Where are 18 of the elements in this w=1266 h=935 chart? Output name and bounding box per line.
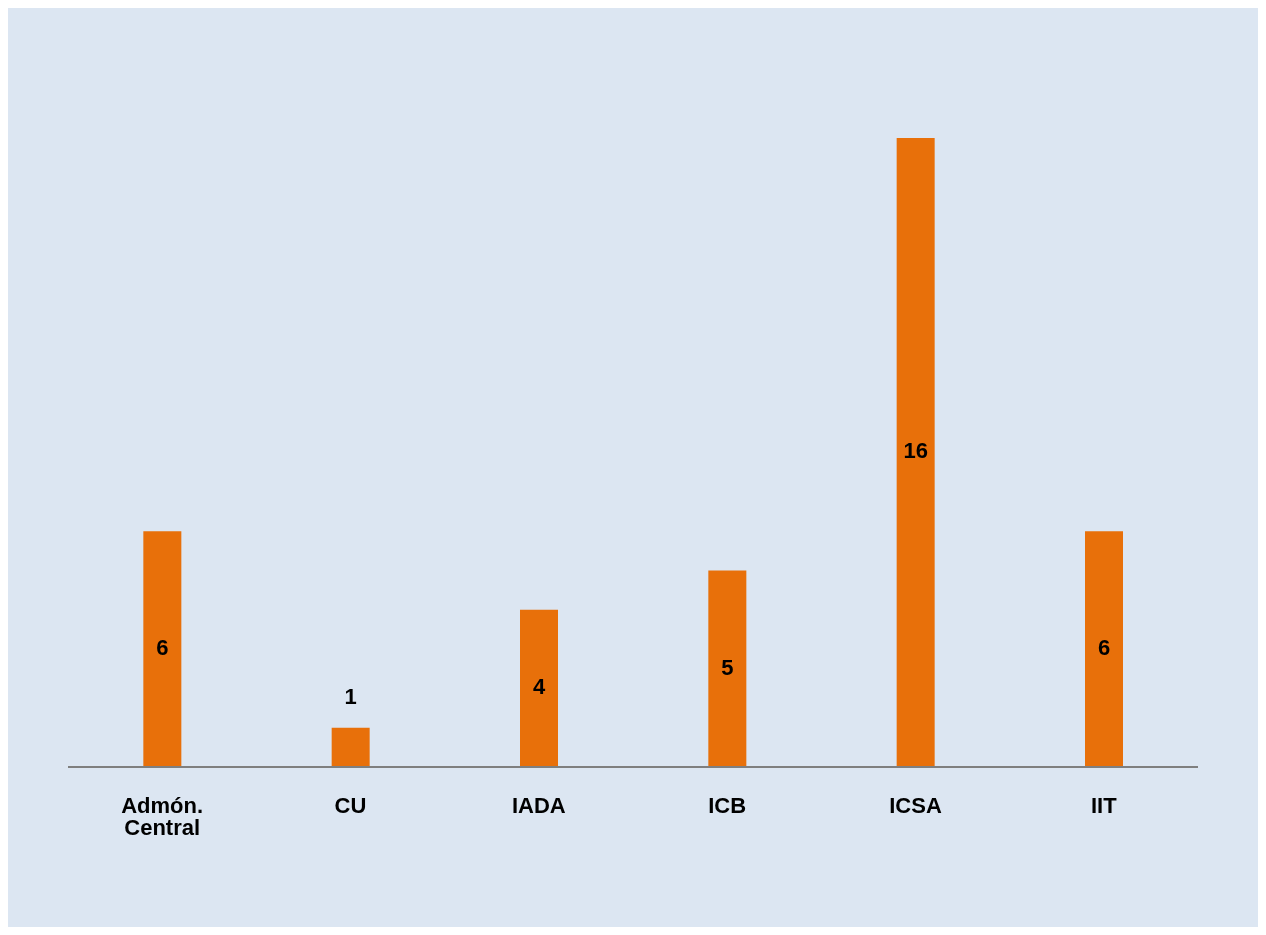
x-tick-label: IADA <box>511 792 566 818</box>
bar <box>708 570 747 767</box>
data-label: 6 <box>156 634 169 660</box>
x-tick-label: ICB <box>708 792 747 818</box>
data-label: 16 <box>903 438 928 464</box>
data-label: 4 <box>532 674 546 700</box>
bar <box>143 531 182 767</box>
bar <box>520 609 558 767</box>
x-tick-label: IIT <box>1091 792 1118 818</box>
data-label: 6 <box>1097 634 1111 660</box>
bar <box>1085 531 1123 767</box>
x-tick-label: ICSA <box>889 792 942 818</box>
bar <box>896 138 935 767</box>
data-label: 5 <box>721 654 734 680</box>
data-label: 1 <box>344 683 357 709</box>
x-tick-label: Admón. Central <box>121 792 204 840</box>
x-tick-label: CU <box>334 792 367 818</box>
bar <box>331 727 370 767</box>
